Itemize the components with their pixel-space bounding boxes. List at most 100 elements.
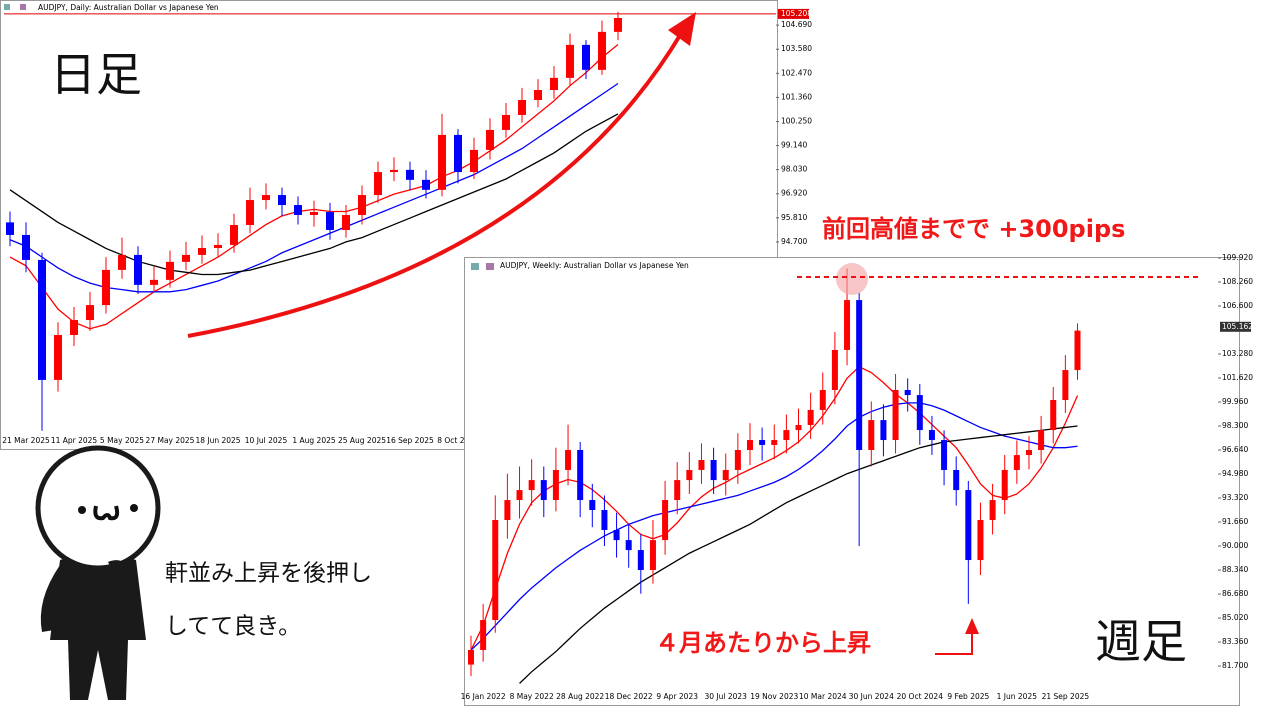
candle-body [470,149,478,173]
candle-body [278,195,286,206]
candle-body [965,490,972,561]
moving-average [470,402,1078,651]
candle-body [795,424,802,431]
y-tick-label: 101.360 [781,92,812,101]
candle-body [686,469,693,481]
candle-body [916,395,923,431]
y-tick-label: 85.020 [1222,613,1248,622]
candle-body [166,261,174,280]
x-tick-label: 18 Dec 2022 [605,692,653,701]
candle-body [374,172,382,196]
candle-body [598,31,606,70]
x-tick-label: 27 May 2025 [146,436,195,445]
hand [108,560,138,612]
candle-body [722,469,729,481]
current-price-box [778,8,809,19]
icon [20,4,26,10]
candle-body [734,450,741,470]
y-tick-label: 101.620 [1222,373,1253,382]
candle-body [492,519,499,621]
y-tick-label: 90.000 [1222,541,1248,550]
candle-body [516,490,523,501]
y-tick-label: 99.960 [1222,397,1248,406]
candle-body [977,519,984,561]
candle-body [326,211,334,230]
y-tick-label: 102.470 [781,68,812,77]
x-tick-label: 30 Jul 2023 [705,692,748,701]
icon [486,263,494,270]
y-tick-label: 100.250 [781,116,812,125]
candle-body [214,244,222,248]
moving-average [519,425,1078,684]
candle-body [1074,330,1081,371]
candle-body [1062,370,1069,400]
candle-body [518,100,526,115]
x-tick-label: 25 Aug 2025 [338,436,386,445]
x-tick-label: 20 Oct 2024 [897,692,944,701]
arrow-head [965,618,979,634]
x-tick-label: 8 May 2022 [510,692,554,701]
x-tick-label: 16 Sep 2025 [386,436,434,445]
candle-body [504,500,511,520]
x-tick-label: 18 Jun 2025 [195,436,240,445]
candle-body [819,390,826,410]
candle-body [698,459,705,470]
y-tick-label: 88.340 [1222,565,1248,574]
candle-body [438,134,446,190]
y-tick-label: 98.030 [781,165,807,174]
weekly-chart: AUDJPY, Weekly: Australian Dollar vs Jap… [461,253,1253,706]
candle-body [1001,469,1008,501]
comment: 軒並み上昇を後押し [165,561,372,587]
comment: してて良き。 [165,614,301,640]
y-tick-label: 103.580 [781,44,812,53]
moving-average [9,113,619,276]
y-tick-label: 94.700 [781,237,807,246]
candle-body [771,440,778,445]
candle-body [868,420,875,451]
candle-body [70,320,78,336]
y-tick-label: 103.280 [1222,349,1253,358]
y-tick-label: 83.360 [1222,637,1248,646]
candle-body [614,17,622,32]
candle-body [468,649,474,665]
candle-body [565,450,572,470]
candle-body [589,500,596,511]
y-tick-label: 94.980 [1222,469,1248,478]
candle-body [182,254,190,262]
eye [78,506,86,514]
candle-body [625,540,632,551]
y-tick-label: 91.660 [1222,517,1248,526]
april-note: ４月あたりから上昇 [655,629,871,657]
y-tick-label: 106.600 [1222,301,1253,310]
candle-body [566,44,574,78]
x-tick-label: 5 May 2025 [100,436,144,445]
candle-body [310,211,318,216]
head [35,445,161,571]
candle-body [637,550,644,571]
trend-arrow [187,30,684,338]
candle-body [941,440,948,470]
y-tick-label: 109.920 [1222,253,1253,262]
icon [471,263,479,270]
x-tick-label: 21 Sep 2025 [1042,692,1090,701]
candle-body [54,335,62,380]
candle-body [807,409,814,425]
x-tick-label: 28 Aug 2022 [556,692,604,701]
y-tick-label: 93.320 [1222,493,1248,502]
candle-body [342,215,350,230]
y-tick-label: 81.700 [1222,661,1248,670]
current-price-label: 105.208 [781,9,812,18]
candle-body [22,234,30,260]
weekly-label: 週足 [1095,615,1187,669]
candle-body [406,169,414,180]
chart-title: AUDJPY, Daily: Australian Dollar vs Japa… [38,3,219,12]
high-note: 前回高値までで +300pips [822,215,1125,243]
current-price-label: 105.162 [1222,322,1253,331]
candle-body [613,529,620,541]
candle-body [928,430,935,441]
candle-body [118,254,126,270]
candle-body [989,500,996,520]
candle-body [262,195,270,201]
candle-body [454,134,462,173]
